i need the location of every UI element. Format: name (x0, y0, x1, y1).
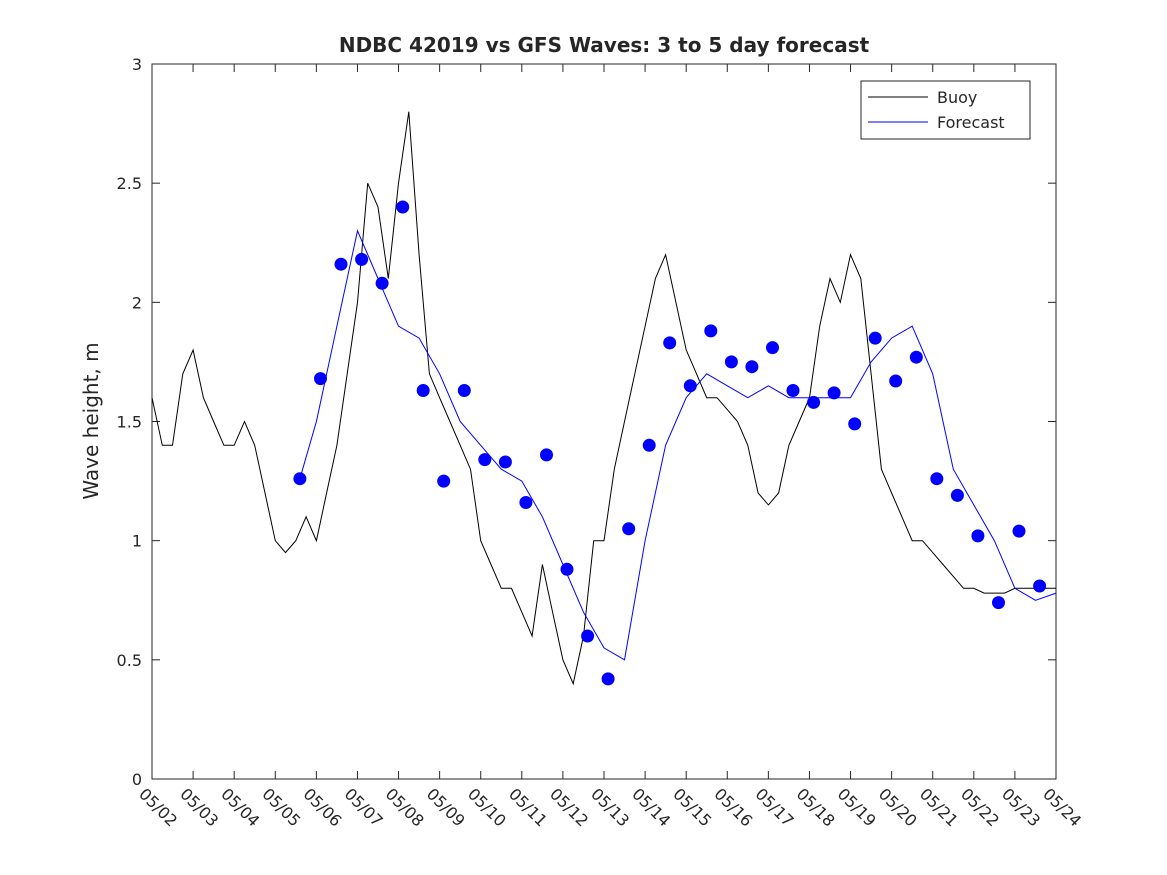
forecast-point (971, 529, 985, 543)
y-tick-label: 2.5 (117, 174, 142, 193)
legend-box (860, 80, 1031, 140)
forecast-point (992, 596, 1005, 610)
y-tick-label: 1.5 (117, 413, 142, 432)
forecast-point (293, 472, 307, 486)
x-tick-label: 05/11 (505, 784, 551, 830)
forecast-point (355, 252, 369, 266)
x-tick-label: 05/12 (546, 784, 592, 830)
series-layer (151, 111, 1057, 686)
forecast-point (704, 324, 718, 338)
x-tick-label: 05/23 (998, 784, 1044, 830)
y-tick-label: 1 (132, 532, 142, 551)
x-tick-label: 05/22 (957, 784, 1003, 830)
x-tick-label: 05/04 (217, 784, 263, 830)
forecast-point (519, 496, 533, 509)
forecast-point (745, 360, 759, 374)
legend-forecast-label: Forecast (937, 113, 1005, 132)
forecast-point (601, 672, 615, 686)
forecast-point (437, 474, 451, 488)
forecast-point (334, 257, 348, 271)
series-line-buoy (151, 111, 1056, 686)
y-tick-label: 0 (132, 770, 142, 789)
forecast-point (622, 522, 636, 536)
x-tick-label: 05/03 (176, 784, 222, 830)
forecast-point (786, 384, 800, 397)
forecast-point (540, 448, 553, 462)
forecast-point (314, 372, 327, 386)
forecast-point (1012, 524, 1026, 538)
forecast-point (889, 374, 903, 388)
forecast-point (868, 331, 882, 345)
x-tick-label: 05/24 (1039, 784, 1085, 830)
x-tick-label: 05/18 (793, 784, 839, 830)
x-tick-label: 05/21 (916, 784, 962, 830)
forecast-point (930, 472, 944, 486)
forecast-point (478, 453, 492, 467)
plot-area (151, 63, 1057, 780)
forecast-point (396, 200, 410, 214)
y-axis: 0 0.5 1 1.5 2 2.5 3 (117, 55, 1056, 789)
x-tick-label: 05/20 (875, 784, 921, 830)
y-tick-label: 0.5 (117, 651, 142, 670)
x-tick-label: 05/14 (628, 784, 674, 830)
chart-title: NDBC 42019 vs GFS Waves: 3 to 5 day fore… (339, 33, 870, 57)
x-tick-label: 05/06 (300, 784, 346, 830)
forecast-point (375, 276, 389, 290)
x-tick-label: 05/09 (423, 784, 469, 830)
x-tick-label: 05/10 (464, 784, 510, 830)
forecast-point (560, 562, 574, 576)
forecast-point (827, 386, 841, 400)
forecast-point (642, 438, 656, 452)
forecast-point (1033, 579, 1047, 593)
forecast-point (457, 384, 471, 397)
x-tick-label: 05/17 (752, 784, 798, 830)
forecast-point (724, 355, 738, 369)
forecast-point (909, 350, 923, 364)
y-tick-label: 3 (132, 55, 142, 74)
legend: Buoy Forecast (860, 80, 1031, 140)
x-tick-label: 05/02 (135, 784, 181, 830)
x-tick-label: 05/15 (669, 784, 715, 830)
forecast-point (683, 379, 697, 393)
x-tick-label: 05/19 (834, 784, 880, 830)
forecast-point (663, 336, 677, 350)
x-tick-label: 05/08 (382, 784, 428, 830)
y-tick-label: 2 (132, 293, 142, 312)
forecast-point (950, 488, 964, 502)
forecast-point (807, 395, 821, 409)
x-tick-label: 05/13 (587, 784, 633, 830)
forecast-point (766, 341, 779, 355)
forecast-point (848, 417, 862, 431)
series-line-forecast (299, 229, 1057, 661)
x-tick-label: 05/16 (710, 784, 756, 830)
forecast-point (498, 455, 512, 469)
x-tick-label: 05/07 (341, 784, 387, 830)
forecast-point (581, 629, 595, 643)
legend-buoy-label: Buoy (937, 88, 977, 107)
y-axis-label: Wave height, m (79, 342, 103, 499)
x-tick-label: 05/05 (258, 784, 304, 830)
forecast-point (416, 384, 430, 397)
